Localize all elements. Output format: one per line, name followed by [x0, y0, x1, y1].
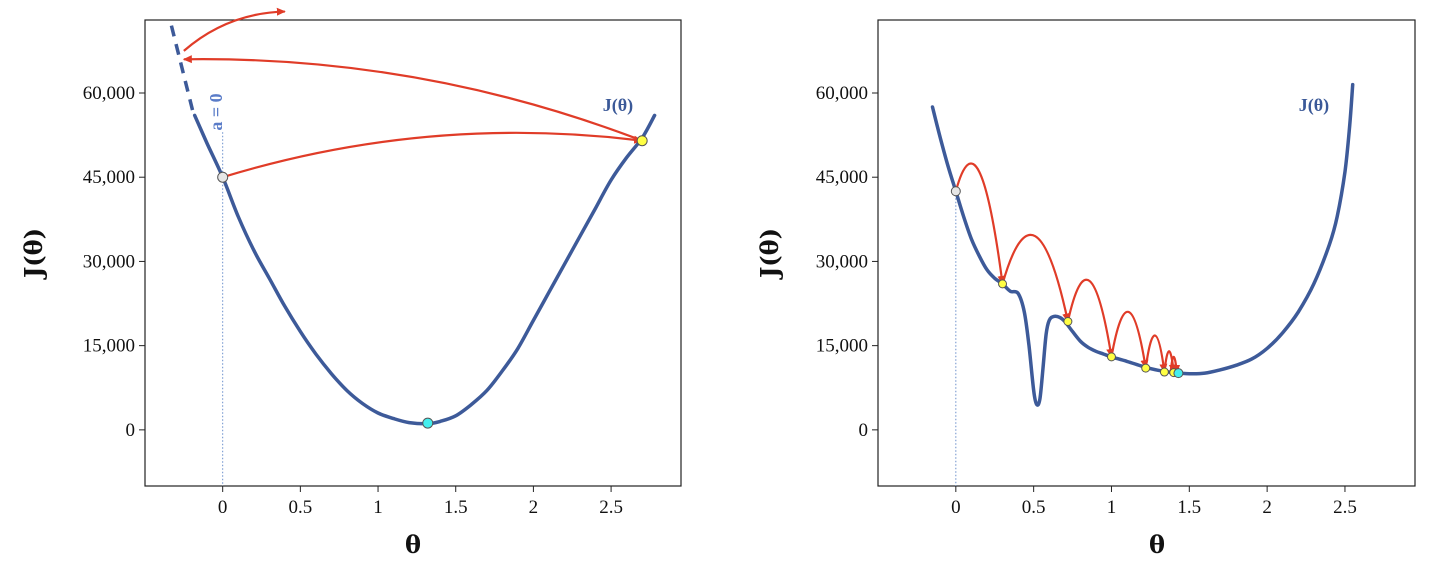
right-iterate-point: [950, 186, 961, 197]
left-iterate-point: [422, 417, 434, 429]
left-x-tick-label: 0.5: [288, 497, 312, 518]
right-axis-ticks: 0 0.5 1 1.5 2 2.5 0 15,000 30,000 45,000 60,000: [816, 83, 1357, 518]
learning-rate-annotation: a = 0: [206, 93, 226, 130]
left-iterate-point: [636, 135, 648, 147]
left-x-tick-label: 1: [373, 497, 383, 518]
left-curve-extension-dashed: [169, 25, 195, 114]
right-y-tick-label: 0: [859, 420, 869, 441]
right-iterate-point: [1159, 367, 1169, 377]
right-x-tick-label: 2.5: [1333, 497, 1357, 518]
right-descent-step-arrow: [1169, 355, 1181, 375]
right-x-tick-label: 0: [951, 497, 961, 518]
left-y-tick-label: 45,000: [83, 167, 135, 188]
right-descent-step-arrow: [1001, 233, 1071, 323]
right-descent-step-arrow: [1110, 310, 1149, 370]
left-cost-curve: [192, 113, 657, 426]
left-descent-step-arrow: [183, 7, 286, 52]
right-cost-curve: [930, 82, 1355, 407]
left-y-tick-label: 30,000: [83, 251, 135, 272]
right-plot-area: [930, 82, 1355, 486]
right-x-axis-label: θ: [1149, 530, 1165, 559]
right-descent-step-arrow: [954, 162, 1006, 285]
left-y-tick-label: 0: [126, 420, 136, 441]
left-plot-frame: [144, 19, 682, 487]
right-plot-frame: [877, 19, 1416, 487]
left-curve-label: J(θ): [603, 95, 633, 116]
right-descent-step-arrow: [1066, 278, 1115, 358]
right-x-tick-label: 1.5: [1177, 497, 1201, 518]
left-y-tick-label: 15,000: [83, 336, 135, 357]
right-x-tick-label: 1: [1107, 497, 1117, 518]
right-iterate-point: [1106, 352, 1116, 362]
left-x-tick-label: 2.5: [599, 497, 623, 518]
right-iterate-point: [1141, 363, 1151, 373]
left-x-tick-label: 2: [529, 497, 539, 518]
left-plot-area: [169, 7, 657, 486]
right-y-tick-label: 45,000: [816, 167, 868, 188]
left-y-axis-label: J(θ): [19, 228, 48, 280]
left-y-tick-label: 60,000: [83, 83, 135, 104]
right-x-tick-label: 0.5: [1022, 497, 1046, 518]
left-x-tick-label: 1.5: [444, 497, 468, 518]
right-iterate-point: [1063, 316, 1073, 326]
left-x-tick-label: 0: [218, 497, 228, 518]
right-iterate-point: [1173, 368, 1184, 379]
right-iterate-point: [998, 279, 1008, 289]
right-descent-step-arrow: [1144, 334, 1168, 374]
left-descent-step-arrow: [182, 55, 643, 142]
right-y-tick-label: 30,000: [816, 251, 868, 272]
right-y-axis-label: J(θ): [755, 228, 784, 280]
left-axis-ticks: 0 0.5 1 1.5 2 2.5 0 15,000 30,000 45,000 60,000: [83, 83, 623, 518]
left-x-axis-label: θ: [405, 530, 421, 559]
left-descent-step-arrow: [222, 131, 644, 179]
right-x-tick-label: 2: [1262, 497, 1272, 518]
left-iterate-point: [217, 171, 229, 183]
right-y-tick-label: 60,000: [816, 83, 868, 104]
right-y-tick-label: 15,000: [816, 336, 868, 357]
right-curve-label: J(θ): [1299, 95, 1329, 116]
